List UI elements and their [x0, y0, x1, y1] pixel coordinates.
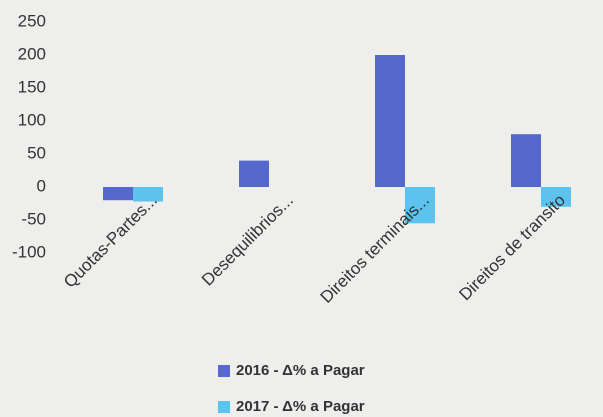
legend-label: 2016 - Δ% a Pagar — [236, 362, 365, 379]
legend-swatch — [218, 365, 230, 377]
y-tick-label: 0 — [37, 176, 46, 195]
bar — [133, 187, 163, 202]
y-tick-label: 50 — [27, 143, 46, 162]
y-tick-label: -100 — [12, 242, 46, 261]
bar — [375, 55, 405, 187]
x-tick-label: Direitos de transito — [455, 191, 569, 305]
bar — [103, 187, 133, 201]
bar — [239, 160, 269, 187]
bar — [405, 187, 435, 224]
legend-swatch — [218, 401, 230, 413]
x-tick-label: Direitos terminais... — [317, 191, 433, 307]
x-tick-label: Desequilibrios... — [198, 191, 297, 290]
y-tick-label: -50 — [21, 209, 46, 228]
bar — [511, 134, 541, 187]
x-tick-label: Quotas-Partes... — [60, 191, 161, 292]
legend-label: 2017 - Δ% a Pagar — [236, 398, 365, 415]
y-tick-label: 250 — [18, 11, 46, 30]
bar — [541, 187, 571, 207]
y-tick-label: 150 — [18, 77, 46, 96]
y-tick-label: 100 — [18, 110, 46, 129]
y-tick-label: 200 — [18, 44, 46, 63]
